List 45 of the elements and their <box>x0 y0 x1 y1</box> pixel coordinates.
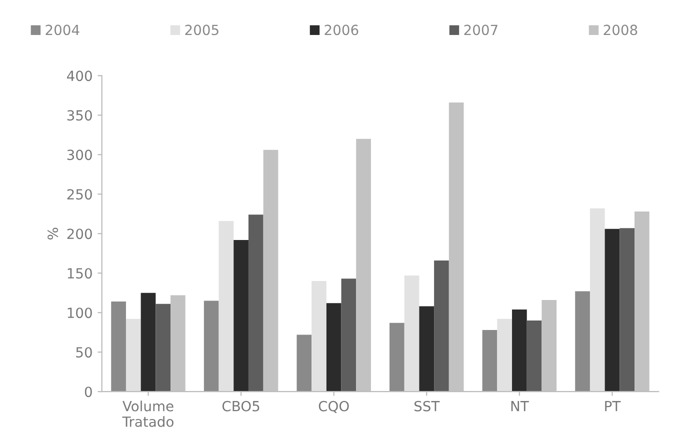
bar <box>575 291 590 392</box>
y-tick-label: 100 <box>68 308 92 318</box>
bar <box>497 318 512 392</box>
x-tick-label: CBO5 <box>222 400 260 412</box>
bar <box>111 302 126 392</box>
y-tick-label: 0 <box>84 386 92 398</box>
y-tick-label: 200 <box>67 228 92 240</box>
legend-label: 2006 <box>324 24 358 36</box>
x-tick-label: CQO <box>318 400 349 413</box>
bar <box>526 320 542 392</box>
bar <box>434 260 449 392</box>
y-tick-label: 350 <box>67 110 92 121</box>
bar <box>156 304 171 392</box>
legend-label: 2008 <box>604 24 638 36</box>
bar <box>312 281 326 392</box>
bar <box>604 228 620 392</box>
y-axis-title: % <box>48 228 58 240</box>
y-tick-label: 300 <box>67 150 92 160</box>
x-tick-label: NT <box>511 401 529 412</box>
bar <box>326 303 342 392</box>
bar <box>404 275 420 392</box>
x-tick-label: PT <box>605 401 621 412</box>
bar <box>390 322 404 392</box>
bar <box>204 300 219 392</box>
bar <box>234 240 248 392</box>
bar <box>126 318 141 392</box>
x-tick-label: SST <box>414 400 440 412</box>
bar <box>590 208 605 392</box>
bar <box>620 228 635 392</box>
bar <box>248 214 264 392</box>
bar <box>296 334 312 392</box>
bar <box>419 306 434 392</box>
legend-label: 2004 <box>46 24 80 36</box>
bar <box>341 278 356 392</box>
y-tick-label: 50 <box>76 347 92 358</box>
y-tick-label: 150 <box>68 268 92 279</box>
x-tick-label: Volume Tratado <box>122 400 174 427</box>
legend-label: 2007 <box>464 24 498 36</box>
bar <box>512 309 527 392</box>
y-tick-label: 400 <box>66 70 92 82</box>
bar <box>218 220 234 392</box>
y-tick-label: 250 <box>67 189 92 200</box>
bar <box>140 292 156 392</box>
legend-label: 2005 <box>185 24 218 36</box>
bar <box>482 330 498 392</box>
